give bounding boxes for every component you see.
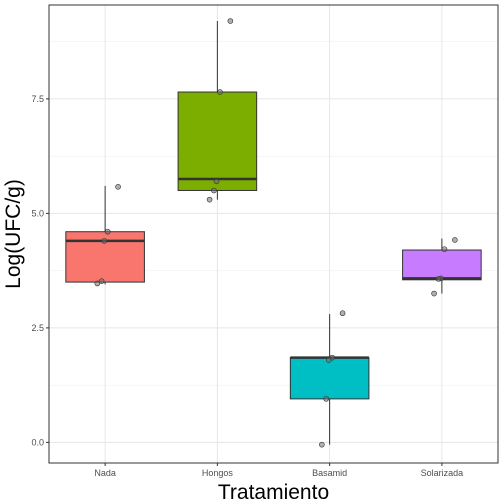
box-solarizada [402,249,482,281]
data-point [98,278,105,284]
data-point [217,89,223,95]
x-tick-label: Nada [94,468,116,478]
x-tick-label: Hongos [202,468,234,478]
y-tick-label: 7.5 [31,94,44,104]
data-point [325,357,332,363]
data-point [431,290,437,297]
axes: 0.0 2.5 5.0 7.5 Nada Hongos Basamid Solarizada [31,94,463,478]
y-tick-label: 0.0 [31,437,44,447]
data-point [104,228,111,235]
data-point [323,396,329,402]
data-point [339,310,346,317]
data-point [206,196,213,203]
y-axis-title: Log(UFC/g) [2,179,25,289]
data-point [441,246,448,252]
data-point [94,280,101,287]
y-tick-label: 5.0 [31,208,44,218]
y-tick-label: 2.5 [31,323,44,333]
data-point [435,276,442,282]
points [94,18,458,448]
data-point [227,18,234,24]
box-basamid [289,357,370,400]
x-tick-label: Solarizada [421,468,464,478]
x-axis-title: Tratamiento [218,481,329,504]
x-tick-label: Basamid [312,468,347,478]
data-point [101,238,108,244]
data-point [213,178,220,185]
data-point [319,441,325,448]
data-point [452,237,458,243]
panel-border [48,4,499,464]
data-point [115,184,121,190]
box-hongos [177,91,258,191]
data-point [211,187,217,194]
boxes [65,21,482,445]
